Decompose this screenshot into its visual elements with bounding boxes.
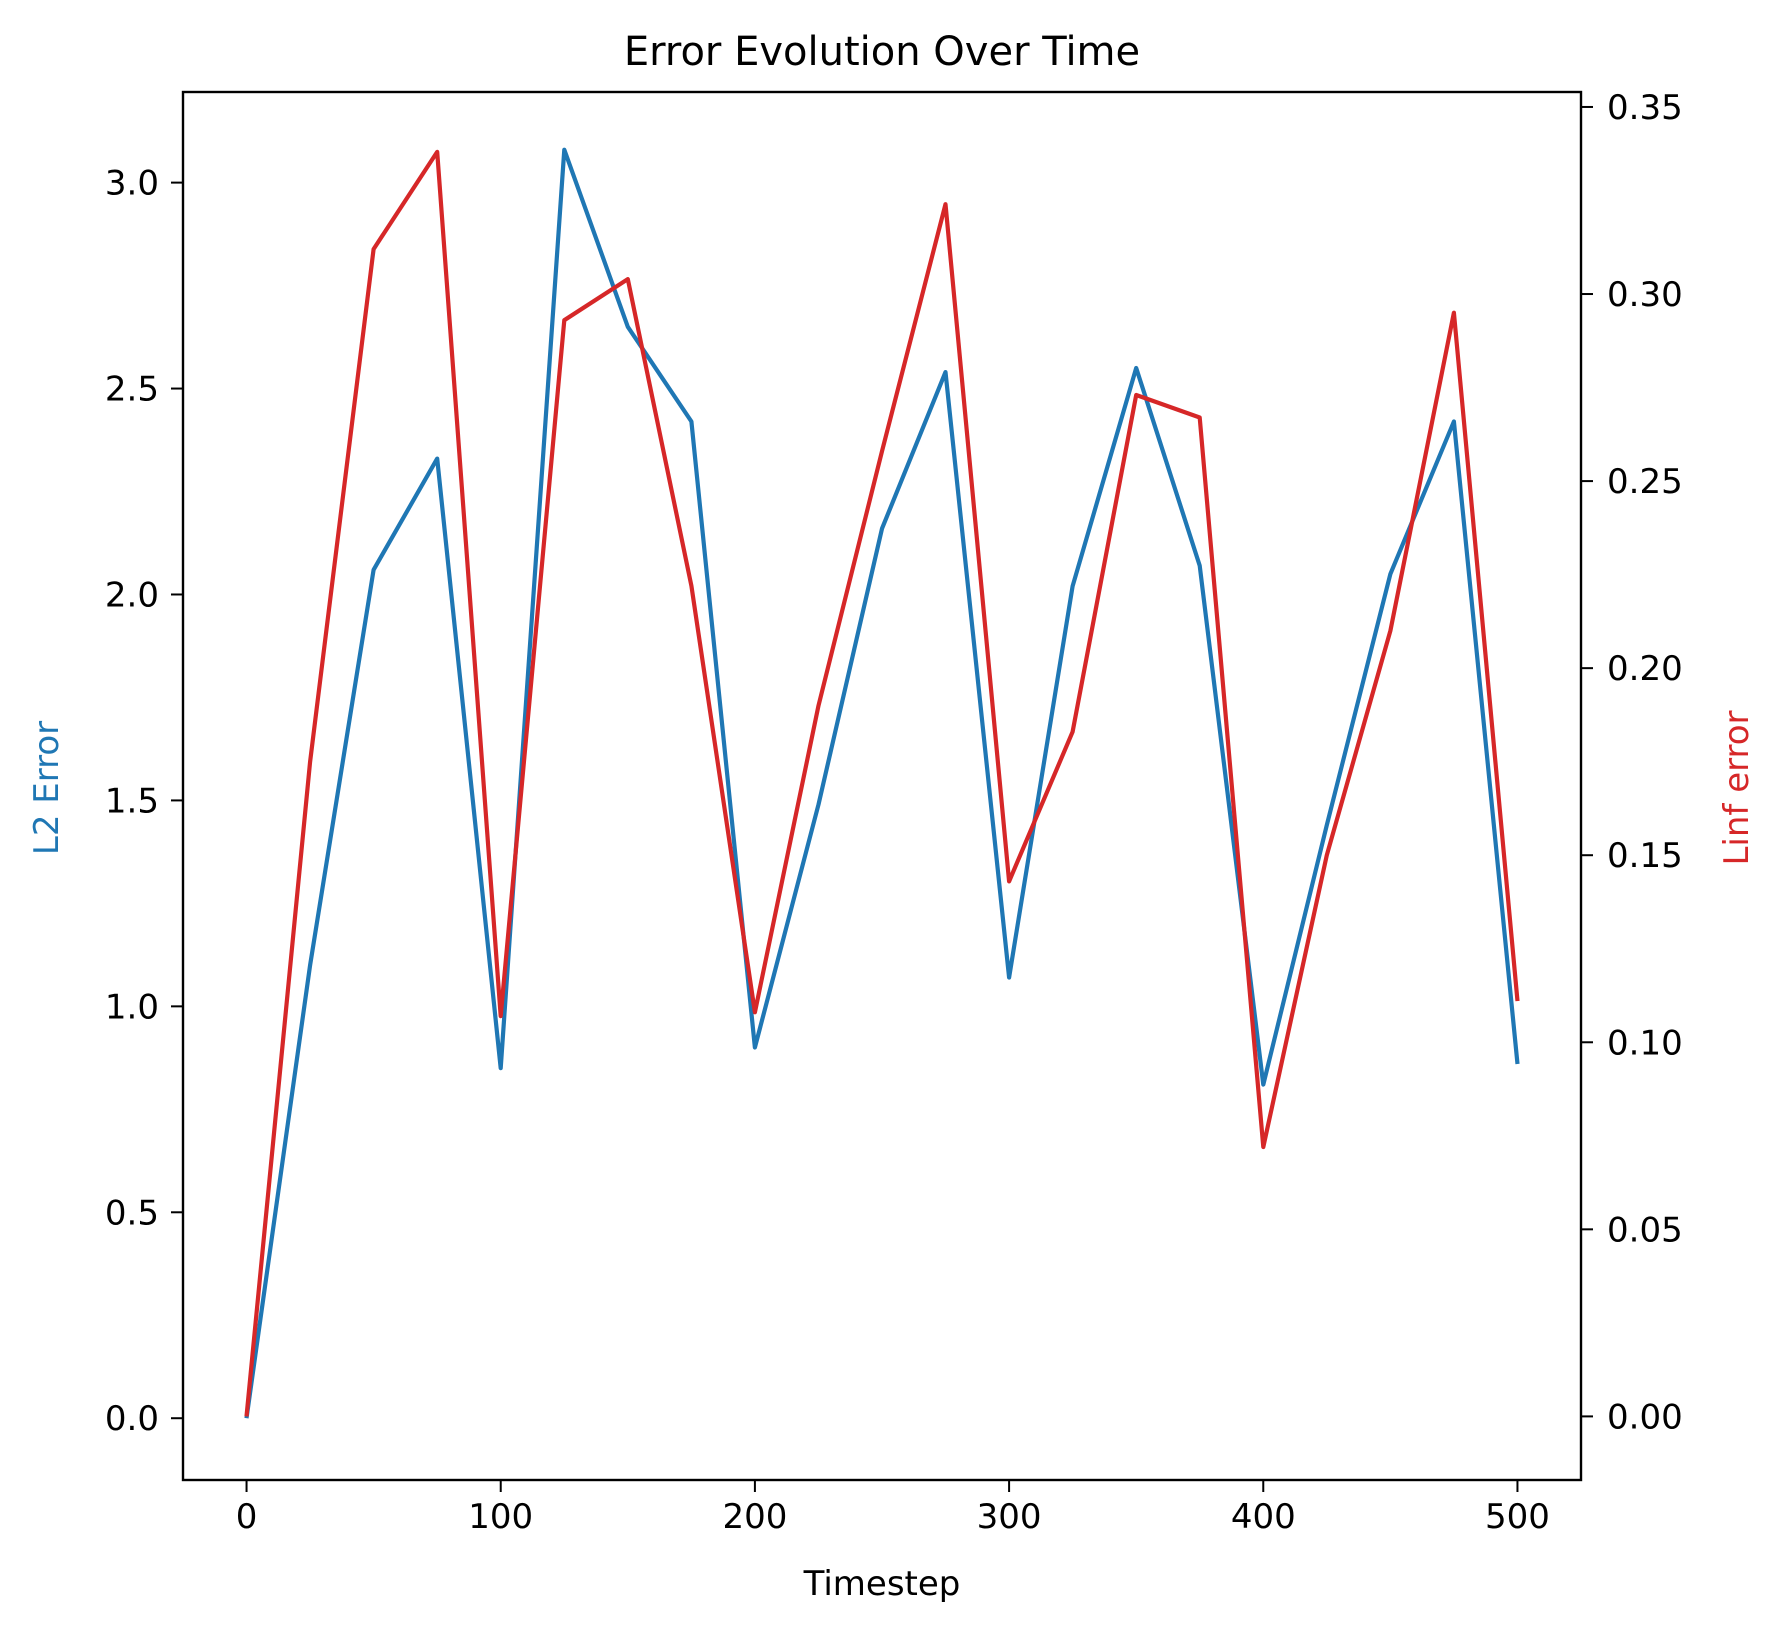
- series-line-left: [244, 147, 1520, 1419]
- y-tick-label-right: 0.10: [1607, 1023, 1683, 1063]
- y-tick-label-right: 0.20: [1607, 649, 1683, 689]
- x-tick-label: 100: [468, 1497, 533, 1537]
- y-tick-label-left: 0.0: [105, 1399, 159, 1439]
- y-tick-label-left: 2.5: [105, 370, 159, 410]
- y-tick-label-left: 3.0: [105, 164, 159, 204]
- y-tick-label-right: 0.30: [1607, 275, 1683, 315]
- y-tick-label-left: 1.0: [105, 987, 159, 1027]
- plot-frame: [181, 90, 1583, 1482]
- y-tick-label-right: 0.00: [1607, 1397, 1683, 1437]
- ticks-layer: 0 100 200 300 400 500 0.0 0.5 1.0 1.5 2.0 2.5 3.0 0.0…: [105, 88, 1683, 1537]
- y-tick-label-left: 1.5: [105, 781, 159, 821]
- y-tick-label-right: 0.05: [1607, 1210, 1683, 1250]
- y-axis-label-left: L2 Error: [27, 721, 67, 855]
- y-tick-label-right: 0.15: [1607, 836, 1683, 876]
- x-tick-label: 0: [236, 1497, 258, 1537]
- x-axis-label: Timestep: [803, 1564, 961, 1604]
- y-tick-label-left: 2.0: [105, 575, 159, 615]
- y-tick-label-right: 0.25: [1607, 462, 1683, 502]
- x-tick-label: 200: [722, 1497, 787, 1537]
- series-line-right: [244, 149, 1520, 1417]
- x-tick-label: 300: [977, 1497, 1042, 1537]
- chart-title: Error Evolution Over Time: [624, 29, 1140, 75]
- series-layer: [244, 147, 1520, 1419]
- x-tick-label: 500: [1485, 1497, 1550, 1537]
- y-tick-label-left: 0.5: [105, 1193, 159, 1233]
- y-axis-label-right: Linf error: [1717, 710, 1757, 865]
- y-tick-label-right: 0.35: [1607, 88, 1683, 128]
- x-tick-label: 400: [1231, 1497, 1296, 1537]
